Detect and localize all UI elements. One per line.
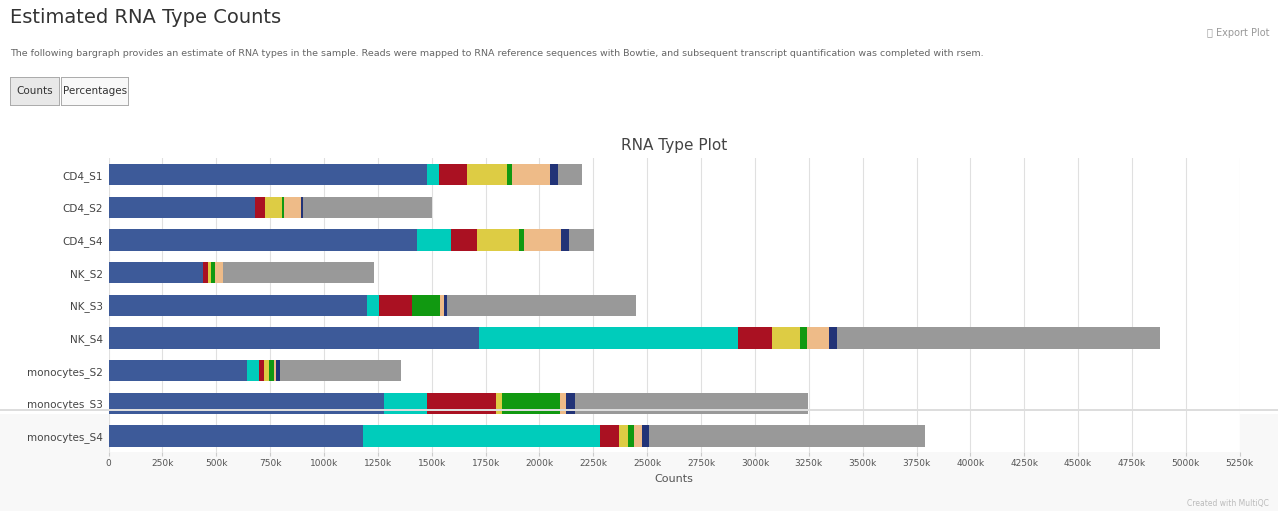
Bar — [417, 229, 451, 250]
Bar — [627, 425, 634, 447]
Bar — [211, 262, 215, 283]
Bar — [440, 164, 468, 185]
Bar — [468, 164, 507, 185]
Text: Created with MultiQC: Created with MultiQC — [1187, 499, 1269, 508]
Bar — [800, 328, 806, 349]
Bar — [284, 197, 302, 218]
Bar — [265, 360, 268, 381]
Bar — [109, 295, 367, 316]
Bar — [427, 392, 496, 414]
Bar — [247, 360, 259, 381]
Bar — [268, 360, 273, 381]
Bar — [109, 360, 247, 381]
Bar — [519, 229, 524, 250]
Bar — [634, 425, 642, 447]
Bar — [203, 262, 208, 283]
Bar — [642, 425, 649, 447]
Bar — [208, 262, 211, 283]
Bar — [413, 295, 441, 316]
Bar — [265, 197, 282, 218]
Bar — [837, 328, 1160, 349]
Bar — [550, 164, 558, 185]
Bar — [259, 360, 265, 381]
Bar — [109, 425, 363, 447]
Bar — [561, 229, 569, 250]
Bar — [367, 295, 380, 316]
Bar — [560, 392, 566, 414]
Bar — [109, 328, 479, 349]
Text: ⤓ Export Plot: ⤓ Export Plot — [1206, 28, 1269, 38]
Bar — [109, 197, 256, 218]
Bar — [502, 392, 560, 414]
Bar — [224, 262, 374, 283]
Text: The following bargraph provides an estimate of RNA types in the sample. Reads we: The following bargraph provides an estim… — [10, 49, 984, 58]
Bar — [273, 360, 276, 381]
Bar — [256, 197, 265, 218]
Bar — [427, 164, 440, 185]
Bar — [109, 164, 427, 185]
Bar — [363, 425, 599, 447]
Bar — [282, 197, 284, 218]
Bar — [575, 392, 808, 414]
Bar — [109, 229, 417, 250]
Text: Counts: Counts — [17, 86, 52, 96]
Bar — [109, 262, 203, 283]
Bar — [507, 164, 512, 185]
Bar — [599, 425, 620, 447]
Bar — [479, 328, 737, 349]
Bar — [620, 425, 627, 447]
Bar — [806, 328, 829, 349]
Bar — [441, 295, 445, 316]
Bar — [829, 328, 837, 349]
Bar — [512, 164, 550, 185]
Bar — [524, 229, 561, 250]
Bar — [737, 328, 772, 349]
Bar — [276, 360, 280, 381]
Bar — [109, 392, 385, 414]
Bar — [303, 197, 432, 218]
Bar — [569, 229, 594, 250]
Bar — [772, 328, 800, 349]
Bar — [558, 164, 581, 185]
Bar — [477, 229, 519, 250]
X-axis label: Counts: Counts — [654, 474, 694, 484]
Bar — [215, 262, 224, 283]
Bar — [447, 295, 636, 316]
Bar — [280, 360, 401, 381]
Text: Estimated RNA Type Counts: Estimated RNA Type Counts — [10, 8, 281, 27]
Bar — [649, 425, 925, 447]
Title: RNA Type Plot: RNA Type Plot — [621, 138, 727, 153]
Bar — [496, 392, 502, 414]
Bar — [445, 295, 447, 316]
Bar — [385, 392, 427, 414]
Text: Percentages: Percentages — [63, 86, 127, 96]
Bar — [451, 229, 477, 250]
Bar — [380, 295, 413, 316]
Bar — [566, 392, 575, 414]
